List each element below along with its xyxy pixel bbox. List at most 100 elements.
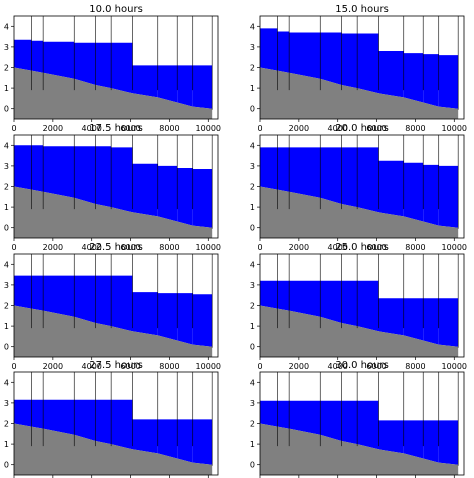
- water-segment: [320, 147, 342, 204]
- water-segment: [14, 275, 32, 309]
- water-segment: [43, 275, 75, 317]
- water-segment: [438, 298, 459, 347]
- x-tick-label: 4000: [328, 243, 348, 252]
- water-segment: [14, 145, 32, 190]
- water-segment: [423, 298, 439, 345]
- x-tick-label: 4000: [328, 124, 348, 133]
- x-tick-label: 0: [11, 124, 16, 133]
- water-segment: [14, 399, 32, 427]
- water-segment: [378, 298, 404, 336]
- subplot-1: 10.0 hours 0 2000 4000 6000 8000 10000 0 1 2 3 4: [4, 4, 221, 133]
- water-segment: [403, 53, 424, 103]
- y-tick-label: 0: [4, 224, 9, 233]
- y-tick-label: 1: [250, 322, 255, 331]
- plot-area: [260, 135, 459, 238]
- x-tick-label: 10000: [442, 124, 467, 133]
- x-tick-label: 8000: [159, 243, 179, 252]
- water-segment: [260, 280, 278, 309]
- water-segment: [357, 400, 379, 450]
- y-tick-label: 4: [4, 260, 9, 269]
- y-tick-label: 3: [4, 162, 9, 171]
- y-tick-label: 0: [4, 343, 9, 352]
- subplot-6: 25.0 hours 0 2000 4000 6000 8000 10000 0 1 2 3 4: [250, 242, 467, 371]
- y-tick-label: 4: [250, 22, 255, 31]
- subplot-5: 22.5 hours 0 2000 4000 6000 8000 10000 0 1 2 3 4: [4, 242, 221, 371]
- water-segment: [31, 40, 44, 73]
- water-segment: [95, 399, 112, 445]
- water-segment: [74, 42, 96, 85]
- x-tick-label: 6000: [120, 243, 140, 252]
- subplot-title: 17.5 hours: [89, 123, 143, 134]
- y-tick-label: 3: [250, 43, 255, 52]
- subplot-4: 20.0 hours 0 2000 4000 6000 8000 10000 0 1 2 3 4: [250, 123, 467, 252]
- subplot-title: 10.0 hours: [89, 4, 143, 15]
- x-tick-label: 2000: [43, 243, 63, 252]
- plot-area: [14, 372, 213, 475]
- y-tick-label: 4: [4, 22, 9, 31]
- water-segment: [423, 164, 439, 226]
- y-tick-label: 3: [250, 399, 255, 408]
- y-tick-label: 2: [4, 183, 9, 192]
- x-tick-label: 8000: [159, 362, 179, 371]
- x-tick-label: 10000: [196, 243, 221, 252]
- x-tick-label: 0: [257, 362, 262, 371]
- x-tick-label: 2000: [289, 362, 309, 371]
- water-segment: [95, 42, 112, 89]
- water-segment: [95, 275, 112, 327]
- water-segment: [403, 298, 424, 341]
- water-segment: [423, 420, 439, 463]
- y-tick-label: 2: [250, 183, 255, 192]
- x-tick-label: 8000: [405, 124, 425, 133]
- water-segment: [357, 147, 379, 213]
- bed-area: [260, 305, 459, 357]
- water-segment: [277, 400, 290, 429]
- water-segment: [111, 147, 133, 213]
- subplot-8: 30.0 hours 0 2000 4000 6000 8000 10000 0 1 2 3 4: [250, 360, 465, 478]
- water-segment: [403, 162, 424, 222]
- y-tick-label: 3: [4, 43, 9, 52]
- x-tick-label: 6000: [120, 362, 140, 371]
- y-tick-label: 4: [4, 378, 9, 387]
- x-tick-label: 8000: [405, 362, 425, 371]
- plot-area: [260, 372, 459, 475]
- water-segment: [111, 42, 133, 94]
- water-segment: [320, 400, 342, 441]
- water-segment: [438, 55, 459, 109]
- water-segment: [132, 419, 158, 454]
- bed-area: [14, 305, 213, 357]
- water-segment: [260, 28, 278, 71]
- y-tick-label: 2: [4, 302, 9, 311]
- x-tick-label: 2000: [43, 124, 63, 133]
- x-tick-label: 8000: [159, 124, 179, 133]
- y-tick-label: 4: [250, 378, 255, 387]
- y-tick-label: 1: [4, 322, 9, 331]
- y-tick-label: 0: [4, 461, 9, 470]
- x-tick-label: 6000: [366, 124, 386, 133]
- y-tick-label: 0: [250, 343, 255, 352]
- water-segment: [43, 399, 75, 435]
- y-tick-label: 1: [250, 440, 255, 449]
- x-tick-label: 4000: [82, 362, 102, 371]
- y-tick-label: 0: [250, 105, 255, 114]
- water-segment: [95, 146, 112, 208]
- water-segment: [341, 33, 358, 89]
- y-tick-label: 2: [4, 420, 9, 429]
- plot-area: [14, 254, 213, 357]
- water-segment: [378, 51, 404, 98]
- water-segment: [357, 33, 379, 94]
- plot-area: [14, 16, 213, 119]
- y-tick-label: 4: [250, 260, 255, 269]
- x-tick-label: 6000: [366, 362, 386, 371]
- water-segment: [111, 275, 133, 332]
- y-tick-label: 4: [4, 141, 9, 150]
- y-tick-label: 2: [250, 420, 255, 429]
- subplot-title: 25.0 hours: [335, 242, 389, 253]
- water-segment: [74, 146, 96, 204]
- water-segment: [177, 293, 193, 345]
- water-segment: [289, 280, 321, 317]
- water-segment: [320, 32, 342, 85]
- water-segment: [260, 147, 278, 190]
- water-segment: [177, 168, 193, 226]
- water-segment: [277, 280, 290, 311]
- subplot-title: 30.0 hours: [335, 360, 389, 371]
